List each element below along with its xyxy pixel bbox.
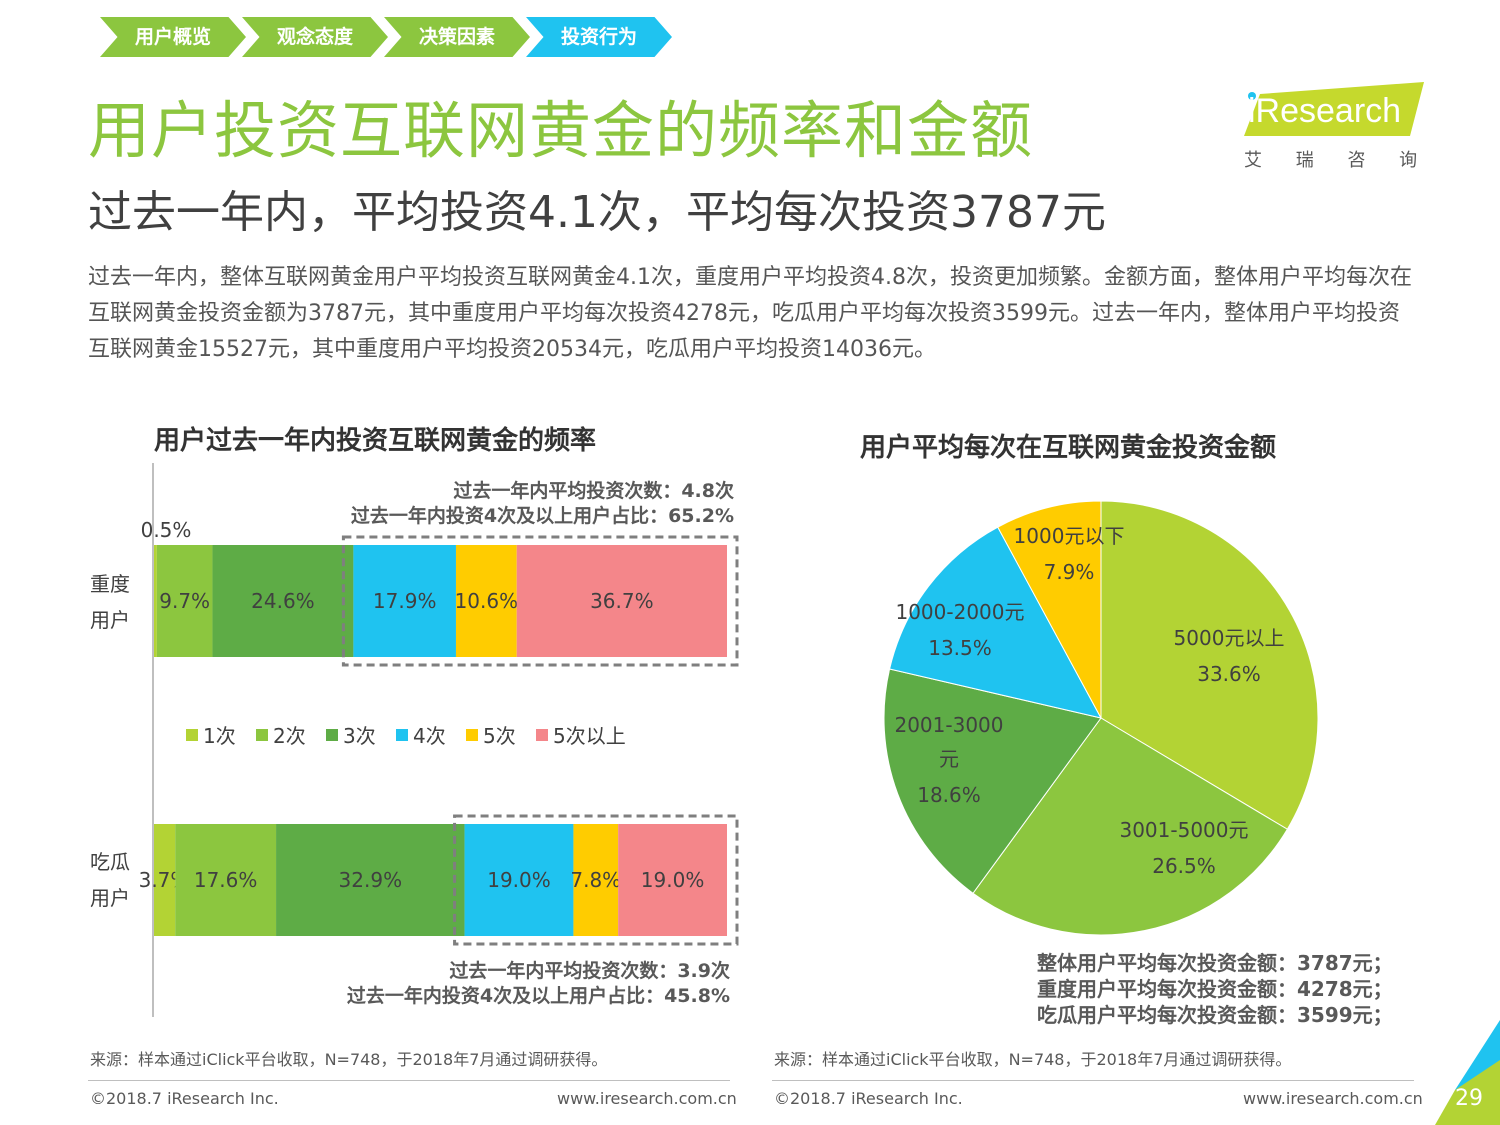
bar-segment-heavy-5 xyxy=(455,545,517,657)
source-right: 来源：样本通过iClick平台收取，N=748，于2018年7月通过调研获得。 xyxy=(774,1050,1292,1069)
iresearch-logo: iResearch 艾 瑞 咨 询 xyxy=(1238,80,1432,171)
copyright-right: ©2018.7 iResearch Inc. xyxy=(774,1089,963,1108)
highlight-box-casual xyxy=(453,814,739,946)
source-left: 来源：样本通过iClick平台收取，N=748，于2018年7月通过调研获得。 xyxy=(90,1050,608,1069)
bar-data-label: 10.6% xyxy=(455,589,519,613)
bar-segment-casual-4 xyxy=(464,824,574,936)
summary-overall: 整体用户平均每次投资金额：3787元； xyxy=(1037,951,1393,975)
legend-swatch-2 xyxy=(256,729,268,741)
bar-data-label: 19.0% xyxy=(641,868,705,892)
page-title: 用户投资互联网黄金的频率和金额 xyxy=(88,94,1034,167)
pie-slice-5 xyxy=(997,500,1102,719)
corner-decoration xyxy=(1435,1020,1500,1125)
page-subtitle: 过去一年内，平均投资4.1次，平均每次投资3787元 xyxy=(88,187,1106,238)
legend-label-1: 1次 xyxy=(203,724,236,748)
pie-slice-2 xyxy=(972,717,1289,936)
legend-label-6: 5次以上 xyxy=(553,724,626,748)
website-link-left[interactable]: www.iresearch.com.cn xyxy=(557,1089,737,1108)
pie-slice-name: 5000元以上 xyxy=(1174,626,1285,650)
legend-label-4: 4次 xyxy=(413,724,446,748)
bar-segment-heavy-6 xyxy=(516,545,727,657)
bar-data-label: 17.6% xyxy=(194,868,258,892)
legend-label-3: 3次 xyxy=(343,724,376,748)
bar-segment-casual-6 xyxy=(618,824,727,936)
pie-label-3: 2001-3000 元 18.6% xyxy=(894,713,1003,807)
pie-slice-1 xyxy=(1100,500,1319,830)
bar-segment-casual-2 xyxy=(175,824,277,936)
legend-swatch-5 xyxy=(466,729,478,741)
pie-chart-title: 用户平均每次在互联网黄金投资金额 xyxy=(860,433,1277,463)
bar-segment-heavy-4 xyxy=(353,545,456,657)
pie-slice-name: 2001-3000 xyxy=(894,713,1003,737)
pie-slice-name-cont: 元 xyxy=(939,747,959,771)
pie-label-5: 1000元以下 7.9% xyxy=(1014,524,1125,584)
legend-swatch-4 xyxy=(396,729,408,741)
bar-segment-casual-5 xyxy=(573,824,619,936)
pie-slice-name: 3001-5000元 xyxy=(1119,818,1248,842)
bar-segment-heavy-2 xyxy=(156,545,213,657)
bar-data-label: 19.0% xyxy=(487,868,551,892)
bar-chart: 0.5%9.7% 24.6% 17.9% 10.6% 36.7%3.7% 17.6% 32.… xyxy=(139,463,739,1017)
pie-slice-value: 33.6% xyxy=(1197,662,1261,686)
heavy-avg-count-note: 过去一年内平均投资次数：4.8次 xyxy=(453,480,734,502)
bar-data-label: 17.9% xyxy=(373,589,437,613)
logo-shape xyxy=(1244,82,1424,136)
pie-slice-value: 7.9% xyxy=(1044,560,1095,584)
bar-segment-casual-1 xyxy=(154,824,176,936)
pie-slice-value: 26.5% xyxy=(1152,854,1216,878)
pie-label-2: 3001-5000元 26.5% xyxy=(1119,818,1248,878)
nav-item-overview[interactable]: 用户概览 xyxy=(100,17,246,57)
bar-data-label: 0.5% xyxy=(141,518,192,542)
legend-swatch-6 xyxy=(536,729,548,741)
legend-swatch-3 xyxy=(326,729,338,741)
pie-slice-name: 1000-2000元 xyxy=(895,600,1024,624)
pie-slice-name: 1000元以下 xyxy=(1014,524,1125,548)
pie-slice-value: 13.5% xyxy=(928,636,992,660)
category-label-heavy: 重度用户 xyxy=(90,572,130,632)
highlight-box-heavy xyxy=(341,535,739,667)
summary-heavy: 重度用户平均每次投资金额：4278元； xyxy=(1037,977,1393,1001)
pie-label-4: 1000-2000元 13.5% xyxy=(895,600,1024,660)
summary-casual: 吃瓜用户平均每次投资金额：3599元； xyxy=(1037,1003,1393,1027)
pie-slice-3 xyxy=(883,668,1102,894)
pie-summary: 整体用户平均每次投资金额：3787元； 重度用户平均每次投资金额：4278元； … xyxy=(1037,950,1393,1028)
footer-divider-left xyxy=(88,1080,730,1081)
pie-chart: 5000元以上 33.6% 3001-5000元 26.5% 2001-3000 元 18.… xyxy=(883,500,1319,936)
page-number: 29 xyxy=(1455,1086,1483,1111)
bar-data-label: 36.7% xyxy=(590,589,654,613)
footer-divider-right xyxy=(772,1080,1414,1081)
nav-item-decision[interactable]: 决策因素 xyxy=(384,17,530,57)
logo-subtitle: 艾 瑞 咨 询 xyxy=(1244,150,1432,171)
bar-data-label: 7.8% xyxy=(570,868,621,892)
casual-share-note: 过去一年内投资4次及以上用户占比：45.8% xyxy=(346,985,730,1007)
pie-slice-value: 18.6% xyxy=(917,783,981,807)
bar-data-label: 9.7% xyxy=(159,589,210,613)
heavy-share-note: 过去一年内投资4次及以上用户占比：65.2% xyxy=(350,505,734,527)
nav-item-investment[interactable]: 投资行为 xyxy=(526,17,672,57)
bar-chart-title: 用户过去一年内投资互联网黄金的频率 xyxy=(154,426,597,456)
pie-label-1: 5000元以上 33.6% xyxy=(1174,626,1285,686)
nav-item-attitude[interactable]: 观念态度 xyxy=(242,17,388,57)
casual-avg-count-note: 过去一年内平均投资次数：3.9次 xyxy=(449,960,730,982)
bar-data-label: 32.9% xyxy=(339,868,403,892)
body-paragraph: 过去一年内，整体互联网黄金用户平均投资互联网黄金4.1次，重度用户平均投资4.8… xyxy=(88,265,1412,362)
bar-segment-casual-3 xyxy=(276,824,465,936)
copyright-left: ©2018.7 iResearch Inc. xyxy=(90,1089,279,1108)
website-link-right[interactable]: www.iresearch.com.cn xyxy=(1243,1089,1423,1108)
pie-slice-4 xyxy=(888,526,1102,719)
legend-label-2: 2次 xyxy=(273,724,306,748)
bar-segment-heavy-1 xyxy=(154,545,157,657)
logo-brand: iResearch xyxy=(1248,92,1402,130)
legend-label-5: 5次 xyxy=(483,724,516,748)
bar-segment-heavy-3 xyxy=(212,545,354,657)
legend-swatch-1 xyxy=(186,729,198,741)
category-label-casual: 吃瓜用户 xyxy=(90,850,130,910)
bar-data-label: 24.6% xyxy=(251,589,315,613)
